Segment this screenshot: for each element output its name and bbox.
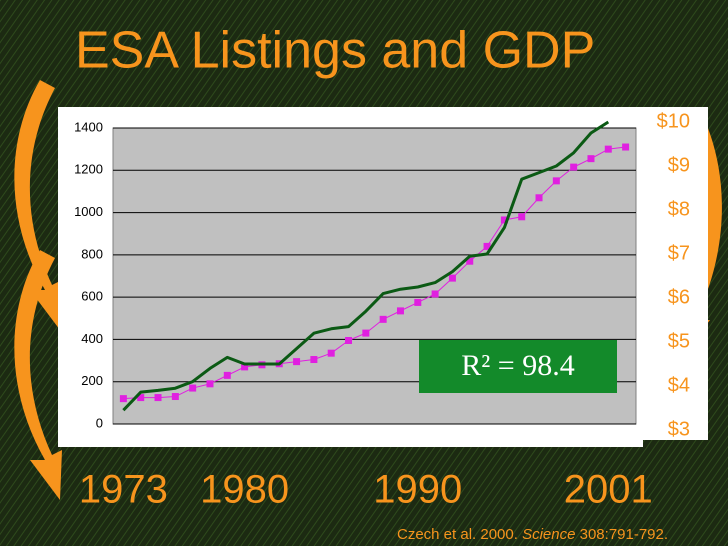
citation-journal: Science	[522, 526, 575, 543]
y2-tick-label: $6	[668, 286, 690, 308]
y2-tick-label: $4	[668, 374, 690, 396]
point	[310, 356, 318, 364]
x-tick-label: 2001	[564, 468, 653, 512]
point	[431, 290, 439, 298]
point	[119, 395, 127, 403]
y2-tick-label: $9	[668, 154, 690, 176]
y-tick-label: 0	[96, 415, 103, 430]
y-tick-label: 600	[81, 289, 103, 304]
y-tick-label: 1200	[74, 162, 103, 177]
series-line	[122, 120, 610, 412]
point	[206, 380, 214, 388]
arrow-left-2	[14, 250, 62, 500]
point	[171, 393, 179, 401]
citation-post: 308:791-792.	[575, 526, 668, 543]
point	[293, 358, 301, 366]
point	[379, 315, 387, 323]
point	[137, 394, 145, 402]
point	[604, 145, 612, 153]
point	[396, 307, 404, 315]
point	[518, 213, 526, 221]
citation-pre: Czech et al. 2000.	[397, 526, 522, 543]
x-tick-label: 1990	[373, 468, 462, 512]
x-tick-label: 1973	[79, 468, 168, 512]
citation: Czech et al. 2000. Science 308:791-792.	[397, 526, 668, 543]
point	[414, 298, 422, 306]
y-tick-label: 400	[81, 331, 103, 346]
annotation-box	[419, 340, 617, 393]
point	[362, 329, 370, 337]
y2-tick-label: $10	[657, 110, 690, 132]
y-tick-label: 200	[81, 373, 103, 388]
point	[500, 216, 508, 224]
point	[189, 384, 197, 392]
point	[622, 143, 630, 151]
point	[466, 257, 474, 265]
point	[570, 163, 578, 171]
point	[552, 177, 560, 185]
y2-tick-label: $7	[668, 242, 690, 264]
point	[241, 363, 249, 371]
x-tick-label: 1980	[200, 468, 289, 512]
point	[223, 371, 231, 379]
annotation: R² = 98.4	[461, 349, 574, 382]
slide-title: ESA Listings and GDP	[75, 22, 595, 80]
point	[535, 194, 543, 202]
point	[587, 155, 595, 163]
y2-tick-label: $5	[668, 330, 690, 352]
point	[345, 336, 353, 344]
point	[483, 242, 491, 250]
y-tick-label: 1000	[74, 204, 103, 219]
y2-panel	[643, 107, 708, 440]
arrow-right	[678, 110, 722, 360]
y-tick-label: 800	[81, 246, 103, 261]
y2-tick-label: $8	[668, 198, 690, 220]
point	[154, 394, 162, 402]
point	[327, 349, 335, 357]
arrow-left	[14, 80, 62, 330]
y-tick-label: 1400	[74, 119, 103, 134]
y2-tick-label: $3	[668, 418, 690, 440]
point	[448, 274, 456, 282]
